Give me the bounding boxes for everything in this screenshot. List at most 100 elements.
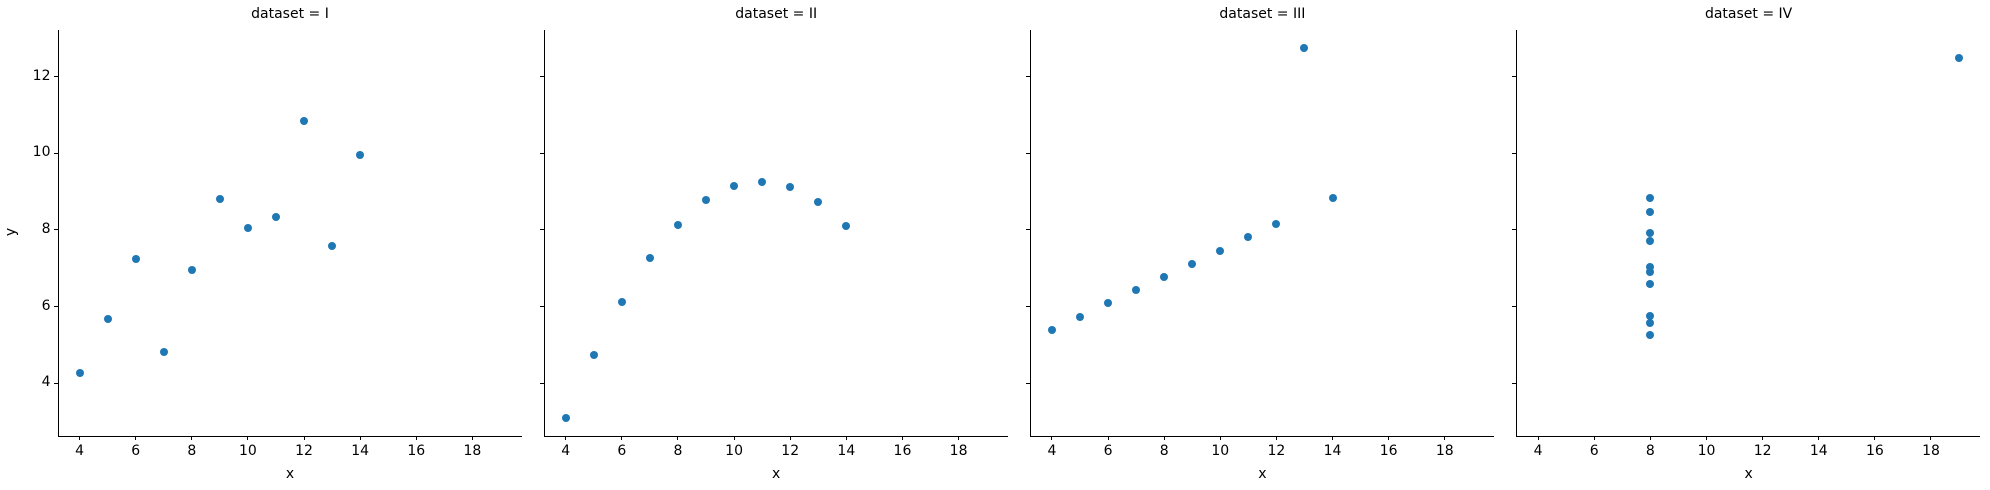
x-tick-label: 18: [949, 443, 968, 459]
x-tick-label: 12: [781, 443, 800, 459]
data-point: [1646, 268, 1655, 277]
data-point: [1646, 262, 1655, 271]
y-tick-label: 6: [41, 297, 51, 314]
data-point: [215, 194, 224, 203]
data-point: [328, 242, 337, 251]
facet-title: dataset = III: [1219, 6, 1306, 22]
data-point: [271, 213, 280, 222]
x-tick-mark: [1332, 436, 1334, 440]
x-tick-mark: [621, 436, 623, 440]
x-tick-label: 18: [1922, 443, 1940, 459]
data-point: [758, 177, 767, 186]
x-tick-label: 16: [1379, 443, 1398, 459]
x-tick-mark: [901, 436, 903, 440]
y-tick-label: 12: [32, 67, 51, 84]
x-tick-label: 16: [893, 443, 912, 459]
x-tick-label: 4: [75, 443, 84, 459]
y-tick-mark: [53, 306, 58, 307]
y-tick-mark: [539, 152, 544, 154]
x-tick-mark: [1649, 436, 1651, 440]
data-point: [1646, 319, 1655, 328]
x-tick-label: 12: [295, 443, 313, 459]
x-tick-label: 8: [187, 443, 197, 459]
x-tick-label: 8: [673, 443, 683, 459]
facet-title: dataset = IV: [1704, 6, 1793, 22]
data-point: [814, 197, 823, 206]
y-tick-mark: [1025, 229, 1030, 231]
x-tick-label: 10: [725, 443, 743, 459]
data-point: [1216, 246, 1225, 255]
x-tick-mark: [1930, 436, 1932, 440]
x-tick-mark: [1706, 436, 1707, 440]
data-point: [1646, 237, 1655, 246]
y-tick-label: 10: [32, 144, 51, 161]
x-tick-label: 14: [837, 443, 856, 459]
x-tick-mark: [471, 436, 473, 440]
x-tick-label: 14: [351, 443, 370, 459]
y-axis-label: y: [2, 227, 19, 237]
x-tick-label: 18: [463, 443, 482, 459]
data-point: [356, 150, 365, 159]
y-tick-mark: [539, 382, 544, 384]
data-point: [1646, 280, 1655, 289]
y-tick-mark: [1025, 306, 1030, 307]
x-tick-mark: [415, 436, 417, 440]
data-point: [1646, 229, 1655, 238]
y-tick-mark: [1512, 382, 1517, 384]
x-tick-mark: [359, 436, 361, 440]
x-tick-mark: [1593, 436, 1595, 440]
data-point: [561, 413, 570, 422]
data-point: [617, 297, 626, 306]
x-tick-mark: [1818, 436, 1820, 440]
x-tick-label: 6: [1589, 443, 1599, 459]
data-point: [702, 196, 711, 205]
x-tick-label: 10: [1697, 443, 1716, 459]
data-point: [589, 350, 598, 359]
x-axis-label: x: [285, 466, 295, 482]
facet-panel-4: dataset = IV 4 6 8 10 12 14 16 18 x: [1512, 6, 1981, 482]
x-tick-mark: [677, 436, 679, 440]
data-point: [1132, 286, 1141, 295]
y-tick-mark: [1512, 76, 1517, 78]
data-point: [243, 224, 252, 233]
x-tick-label: 14: [1809, 443, 1828, 459]
data-point: [103, 314, 112, 323]
x-tick-mark: [303, 436, 305, 440]
x-tick-mark: [1388, 436, 1390, 440]
x-tick-label: 10: [238, 443, 257, 459]
x-tick-mark: [1163, 436, 1165, 440]
data-point: [300, 117, 309, 126]
y-tick-mark: [539, 76, 544, 78]
data-point: [187, 266, 196, 275]
x-tick-mark: [733, 436, 735, 440]
x-tick-mark: [1762, 436, 1764, 440]
x-tick-mark: [789, 436, 791, 440]
x-axis-label: x: [1744, 466, 1753, 482]
y-tick-label: 8: [41, 220, 51, 237]
data-point: [730, 182, 739, 191]
data-point: [1646, 311, 1655, 320]
x-tick-label: 16: [407, 443, 426, 459]
x-tick-label: 4: [1533, 443, 1543, 459]
data-point: [1328, 193, 1337, 202]
y-tick-mark: [1025, 382, 1030, 384]
x-tick-mark: [1051, 436, 1053, 440]
y-tick-label: 4: [41, 374, 51, 391]
data-point: [1244, 233, 1253, 242]
data-point: [1104, 299, 1113, 308]
x-tick-mark: [1444, 436, 1446, 440]
x-tick-label: 4: [561, 443, 571, 459]
data-point: [1646, 193, 1655, 202]
data-point: [159, 347, 168, 356]
x-tick-label: 8: [1645, 443, 1655, 459]
facet-title: dataset = I: [251, 6, 329, 22]
facet-panel-3: dataset = III 4 6 8 10 12 14 16 18 x: [1025, 6, 1494, 482]
x-tick-mark: [1537, 436, 1539, 440]
data-point: [1160, 273, 1169, 282]
facet-panel-1: dataset = I 4 6 8 10 12 14 16 18 4 6 8 10 12 x y: [3, 6, 522, 482]
x-tick-mark: [1874, 436, 1876, 440]
x-tick-label: 8: [1159, 443, 1169, 459]
x-tick-label: 12: [1753, 443, 1772, 459]
data-point: [1272, 220, 1281, 229]
